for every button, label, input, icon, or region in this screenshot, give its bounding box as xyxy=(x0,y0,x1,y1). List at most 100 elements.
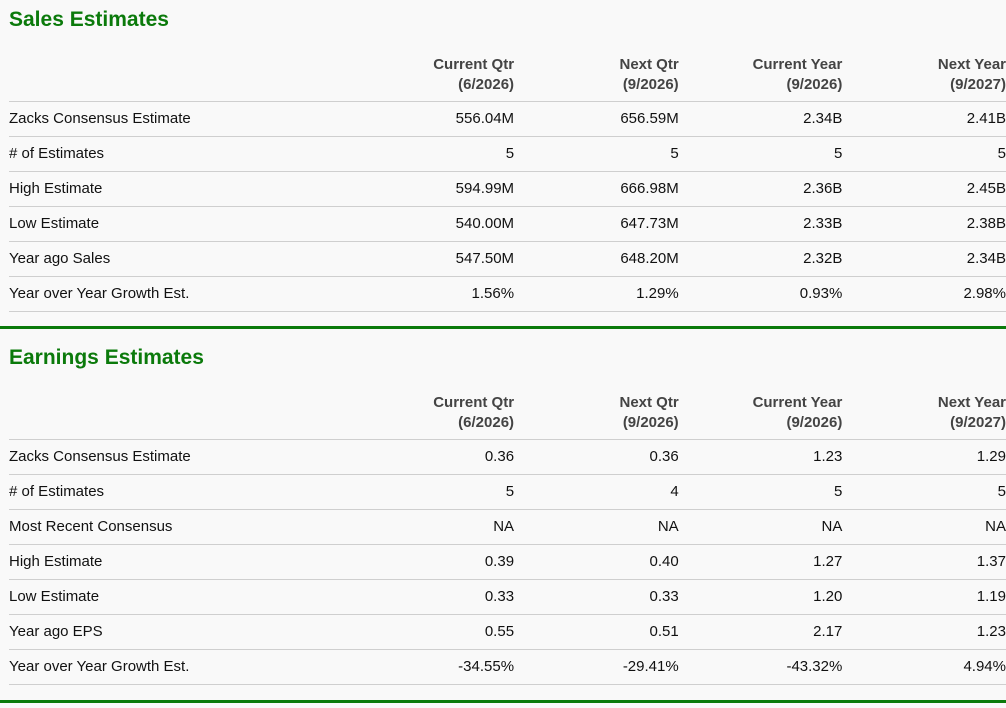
cell-value: NA xyxy=(678,509,843,545)
col-header-next-qtr: Next Qtr (9/2026) xyxy=(514,32,679,102)
cell-value: 656.59M xyxy=(514,101,679,137)
cell-value: 2.41B xyxy=(842,101,1006,137)
cell-value: NA xyxy=(362,509,515,545)
col-header-current-qtr: Current Qtr (6/2026) xyxy=(362,370,515,440)
cell-value: 0.39 xyxy=(362,544,515,580)
cell-value: 0.33 xyxy=(514,579,679,615)
earnings-estimates-title: Earnings Estimates xyxy=(9,346,204,369)
row-label: # of Estimates xyxy=(9,474,363,510)
col-header-line1: Next Year xyxy=(937,393,1006,411)
col-header-line2: (9/2027) xyxy=(950,413,1006,431)
cell-value: -29.41% xyxy=(514,649,679,685)
row-label: Zacks Consensus Estimate xyxy=(9,439,363,475)
cell-value: 2.98% xyxy=(842,276,1006,312)
cell-value: 666.98M xyxy=(514,171,679,207)
row-label: Most Recent Consensus xyxy=(9,509,363,545)
row-label: Year ago Sales xyxy=(9,241,363,277)
table-row: # of Estimates 5 4 5 5 xyxy=(9,474,1006,510)
cell-value: 2.34B xyxy=(842,241,1006,277)
cell-value: 0.33 xyxy=(362,579,515,615)
col-header-current-year: Current Year (9/2026) xyxy=(678,370,843,440)
cell-value: NA xyxy=(514,509,679,545)
cell-value: 2.34B xyxy=(678,101,843,137)
cell-value: 648.20M xyxy=(514,241,679,277)
sales-estimates-table: Current Qtr (6/2026) Next Qtr (9/2026) Cur… xyxy=(9,32,1006,312)
row-label-header xyxy=(9,370,363,440)
table-header-row: Current Qtr (6/2026) Next Qtr (9/2026) Cur… xyxy=(9,370,1006,440)
row-label: Year ago EPS xyxy=(9,614,363,650)
cell-value: 4 xyxy=(514,474,679,510)
col-header-line2: (9/2026) xyxy=(786,413,843,431)
col-header-next-year: Next Year (9/2027) xyxy=(842,370,1006,440)
col-header-line2: (9/2026) xyxy=(786,75,843,93)
row-label: Low Estimate xyxy=(9,206,363,242)
cell-value: 5 xyxy=(842,136,1006,172)
col-header-line1: Next Qtr xyxy=(619,55,679,73)
cell-value: 0.40 xyxy=(514,544,679,580)
cell-value: 0.93% xyxy=(678,276,843,312)
table-row: # of Estimates 5 5 5 5 xyxy=(9,136,1006,172)
cell-value: 2.33B xyxy=(678,206,843,242)
table-row: Year ago EPS 0.55 0.51 2.17 1.23 xyxy=(9,614,1006,650)
cell-value: 2.45B xyxy=(842,171,1006,207)
col-header-line2: (9/2026) xyxy=(622,75,679,93)
sales-estimates-section: Sales Estimates Current Qtr (6/2026) Next… xyxy=(0,0,1006,329)
cell-value: 1.29% xyxy=(514,276,679,312)
table-header-row: Current Qtr (6/2026) Next Qtr (9/2026) Cur… xyxy=(9,32,1006,102)
row-label-header xyxy=(9,32,363,102)
row-label: Year over Year Growth Est. xyxy=(9,649,363,685)
row-label: High Estimate xyxy=(9,544,363,580)
col-header-line1: Current Qtr xyxy=(433,55,515,73)
table-row: High Estimate 0.39 0.40 1.27 1.37 xyxy=(9,544,1006,580)
col-header-next-qtr: Next Qtr (9/2026) xyxy=(514,370,679,440)
cell-value: 1.56% xyxy=(362,276,515,312)
cell-value: 1.37 xyxy=(842,544,1006,580)
cell-value: 556.04M xyxy=(362,101,515,137)
cell-value: 0.51 xyxy=(514,614,679,650)
cell-value: NA xyxy=(842,509,1006,545)
cell-value: 5 xyxy=(678,136,843,172)
cell-value: 2.38B xyxy=(842,206,1006,242)
cell-value: 1.20 xyxy=(678,579,843,615)
section-divider xyxy=(0,700,1006,703)
col-header-line1: Current Year xyxy=(752,55,843,73)
row-label: High Estimate xyxy=(9,171,363,207)
cell-value: 5 xyxy=(678,474,843,510)
cell-value: 2.36B xyxy=(678,171,843,207)
col-header-current-year: Current Year (9/2026) xyxy=(678,32,843,102)
col-header-line1: Next Qtr xyxy=(619,393,679,411)
cell-value: 1.29 xyxy=(842,439,1006,475)
col-header-line1: Current Qtr xyxy=(433,393,515,411)
section-divider xyxy=(0,326,1006,329)
row-label: Zacks Consensus Estimate xyxy=(9,101,363,137)
table-row: High Estimate 594.99M 666.98M 2.36B 2.45… xyxy=(9,171,1006,207)
col-header-line2: (6/2026) xyxy=(458,75,515,93)
earnings-estimates-section: Earnings Estimates Current Qtr (6/2026) N… xyxy=(0,329,1006,708)
table-row: Zacks Consensus Estimate 556.04M 656.59M… xyxy=(9,101,1006,137)
row-label: # of Estimates xyxy=(9,136,363,172)
cell-value: 5 xyxy=(362,474,515,510)
cell-value: 5 xyxy=(842,474,1006,510)
cell-value: 0.55 xyxy=(362,614,515,650)
cell-value: 0.36 xyxy=(514,439,679,475)
table-row: Year over Year Growth Est. 1.56% 1.29% 0… xyxy=(9,276,1006,312)
col-header-current-qtr: Current Qtr (6/2026) xyxy=(362,32,515,102)
cell-value: 0.36 xyxy=(362,439,515,475)
sales-estimates-title: Sales Estimates xyxy=(9,8,169,31)
cell-value: 540.00M xyxy=(362,206,515,242)
cell-value: 4.94% xyxy=(842,649,1006,685)
col-header-line1: Current Year xyxy=(752,393,843,411)
cell-value: 5 xyxy=(514,136,679,172)
cell-value: 1.19 xyxy=(842,579,1006,615)
table-row: Low Estimate 540.00M 647.73M 2.33B 2.38B xyxy=(9,206,1006,242)
cell-value: 594.99M xyxy=(362,171,515,207)
cell-value: 2.32B xyxy=(678,241,843,277)
col-header-line2: (6/2026) xyxy=(458,413,515,431)
col-header-line2: (9/2026) xyxy=(622,413,679,431)
table-row: Year over Year Growth Est. -34.55% -29.4… xyxy=(9,649,1006,685)
cell-value: -43.32% xyxy=(678,649,843,685)
table-row: Low Estimate 0.33 0.33 1.20 1.19 xyxy=(9,579,1006,615)
col-header-next-year: Next Year (9/2027) xyxy=(842,32,1006,102)
table-row: Most Recent Consensus NA NA NA NA xyxy=(9,509,1006,545)
row-label: Low Estimate xyxy=(9,579,363,615)
